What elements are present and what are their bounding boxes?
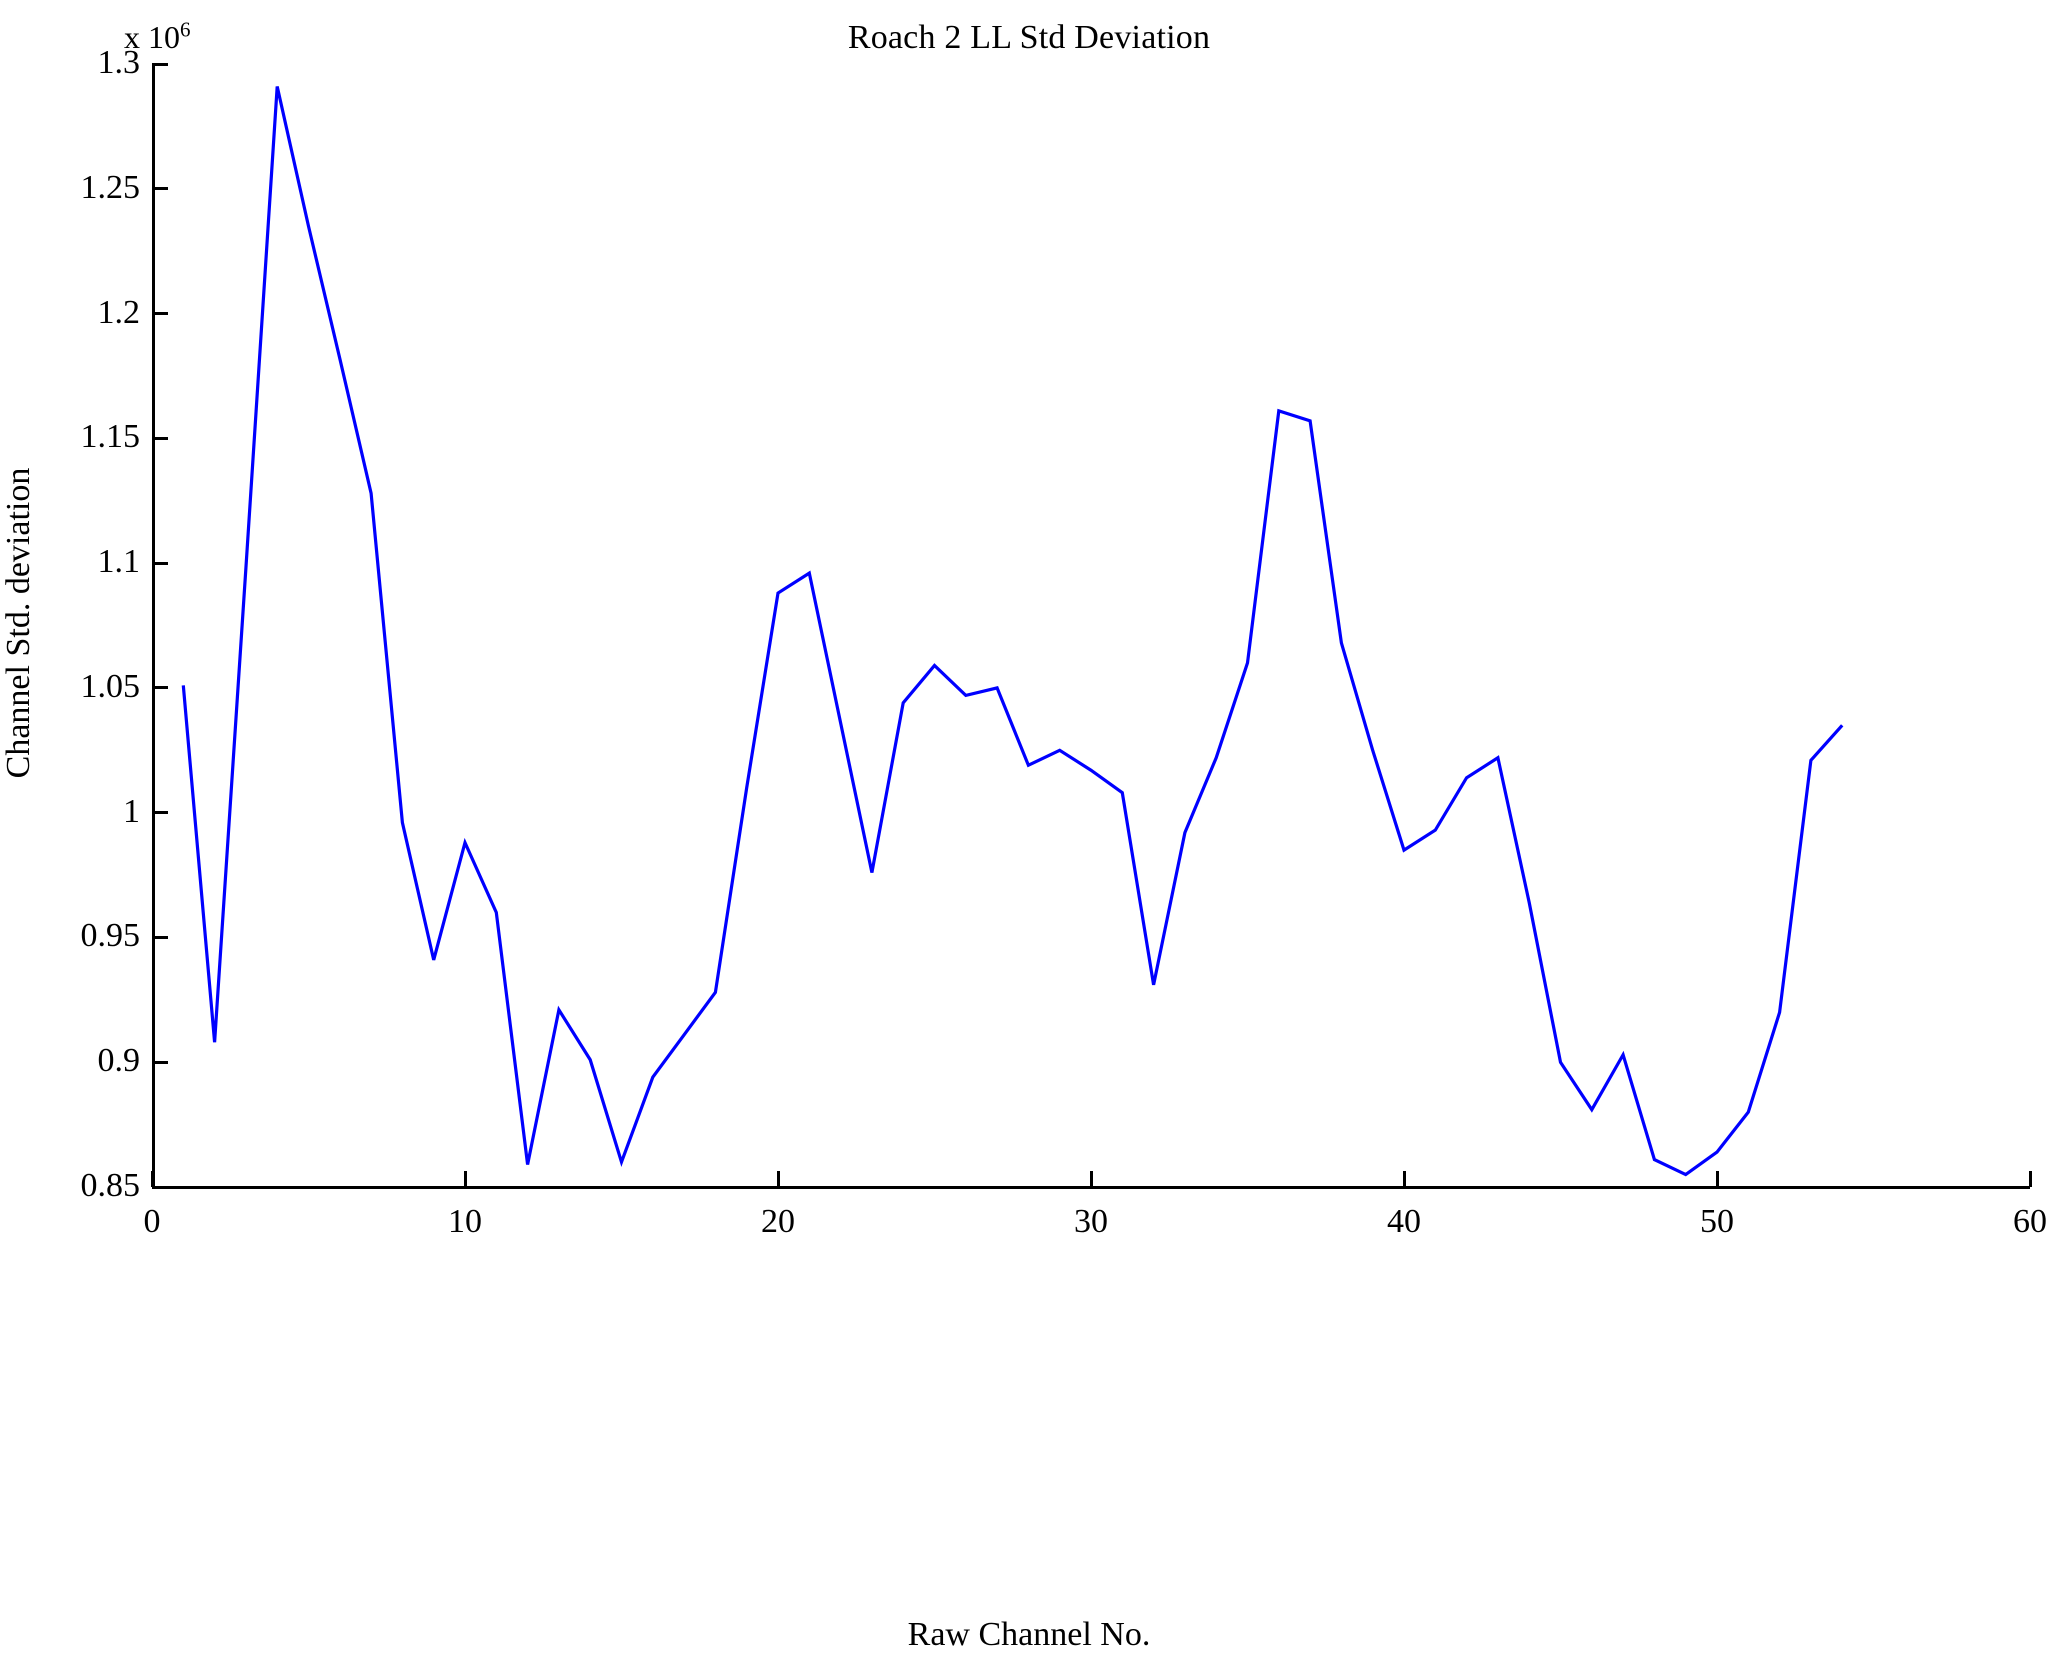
y-axis-exponent-power: 6 — [180, 17, 191, 42]
y-tick-label: 0.85 — [80, 1167, 141, 1204]
y-tick-label: 1.3 — [97, 44, 141, 81]
data-series-line — [181, 86, 1844, 1177]
y-tick-label: 1.2 — [97, 293, 141, 331]
x-tick-mark — [463, 1171, 467, 1187]
y-tick-label: 0.95 — [80, 917, 141, 955]
y-tick-label: 1 — [123, 792, 140, 830]
x-tick-label: 10 — [448, 1203, 482, 1240]
y-axis-exponent-prefix: x 10 — [124, 19, 180, 55]
y-axis-exponent-label: x 106 — [124, 17, 191, 55]
y-tick-label-wrap: 1.2 — [0, 293, 141, 331]
x-tick-label: 50 — [1700, 1203, 1734, 1240]
y-tick-label-wrap: 0.85 — [0, 1167, 141, 1204]
x-tick-label: 60 — [2013, 1203, 2047, 1240]
y-tick-mark — [152, 436, 168, 440]
y-tick-mark — [152, 686, 168, 690]
y-tick-label-wrap: 0.9 — [0, 1042, 141, 1080]
x-tick-label: 30 — [1074, 1203, 1108, 1240]
y-tick-label-wrap: 1 — [0, 792, 140, 830]
y-tick-mark — [152, 935, 168, 939]
y-tick-label-wrap: 0.95 — [0, 917, 141, 955]
x-tick-label: 40 — [1387, 1203, 1421, 1240]
y-tick-label: 1.25 — [80, 168, 141, 206]
data-line-chart — [181, 86, 1844, 1177]
y-tick-label: 1.15 — [80, 418, 141, 456]
x-tick-label: 20 — [761, 1203, 795, 1240]
y-axis-line — [152, 64, 155, 1188]
y-tick-label: 0.9 — [97, 1042, 141, 1080]
y-axis-label: Channel Std. deviation — [0, 467, 37, 779]
y-tick-label: 1.1 — [97, 543, 141, 581]
y-tick-mark — [152, 187, 168, 191]
y-tick-label: 1.05 — [80, 667, 141, 705]
x-axis-line — [152, 1186, 2030, 1189]
y-tick-mark — [152, 62, 168, 66]
x-tick-mark — [776, 1171, 780, 1187]
x-tick-mark — [1402, 1171, 1406, 1187]
y-tick-label-wrap: 1.25 — [0, 168, 141, 206]
y-tick-mark — [152, 811, 168, 815]
y-tick-label-wrap: 1.15 — [0, 418, 141, 456]
x-tick-mark — [1089, 1171, 1093, 1187]
y-tick-mark — [152, 561, 168, 565]
y-tick-mark — [152, 1185, 168, 1189]
y-tick-mark — [152, 1060, 168, 1064]
page-title: Roach 2 LL Std Deviation — [847, 19, 1211, 56]
x-axis-label: Raw Channel No. — [907, 1616, 1151, 1653]
y-tick-label-wrap: 1.3 — [0, 44, 141, 81]
y-tick-mark — [152, 312, 168, 316]
x-tick-mark — [1715, 1171, 1719, 1187]
x-tick-mark — [2028, 1171, 2032, 1187]
y-tick-label-wrap: 1.05 — [0, 667, 141, 705]
y-tick-label-wrap: 1.1 — [0, 543, 141, 581]
x-tick-mark — [150, 1171, 154, 1187]
plot-area — [152, 64, 2030, 1187]
x-tick-label: 0 — [143, 1203, 161, 1240]
